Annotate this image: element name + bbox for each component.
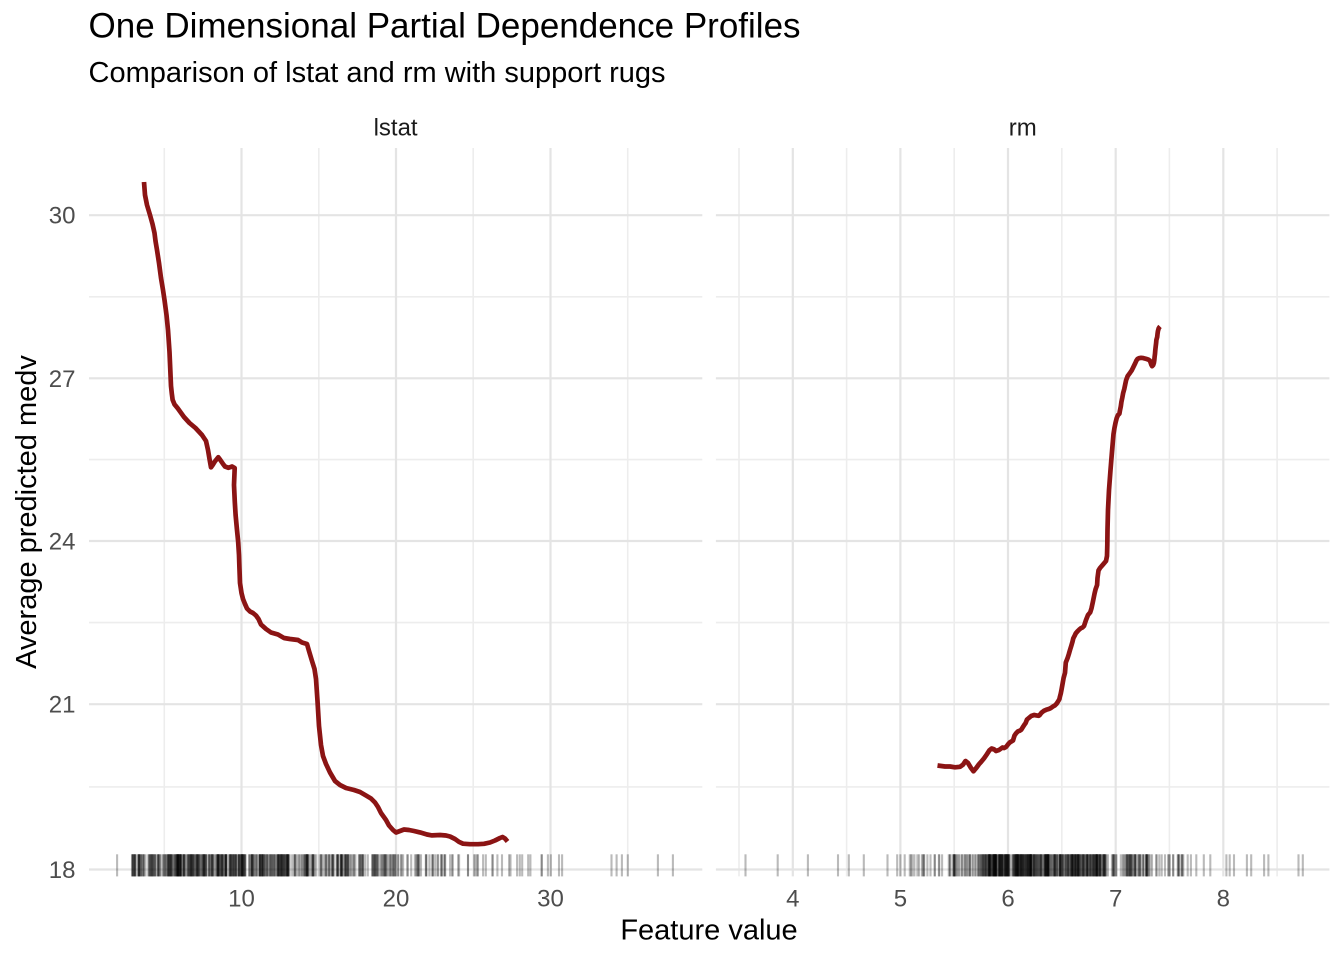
svg-text:30: 30	[537, 886, 564, 913]
svg-text:rm: rm	[1009, 115, 1037, 142]
svg-text:10: 10	[228, 886, 255, 913]
svg-text:lstat: lstat	[374, 115, 418, 142]
svg-text:6: 6	[1001, 886, 1014, 913]
svg-text:21: 21	[49, 692, 76, 719]
svg-text:30: 30	[49, 203, 76, 230]
svg-text:Average predicted medv: Average predicted medv	[11, 355, 43, 669]
svg-text:8: 8	[1217, 886, 1230, 913]
svg-text:One Dimensional Partial Depend: One Dimensional Partial Dependence Profi…	[89, 7, 801, 46]
svg-text:18: 18	[49, 857, 76, 884]
svg-text:5: 5	[894, 886, 907, 913]
svg-text:24: 24	[49, 529, 76, 556]
svg-text:27: 27	[49, 366, 76, 393]
svg-text:7: 7	[1109, 886, 1122, 913]
svg-text:4: 4	[786, 886, 799, 913]
svg-text:Comparison of lstat and rm wit: Comparison of lstat and rm with support …	[89, 57, 666, 89]
svg-text:20: 20	[383, 886, 410, 913]
svg-text:Feature value: Feature value	[620, 915, 797, 947]
